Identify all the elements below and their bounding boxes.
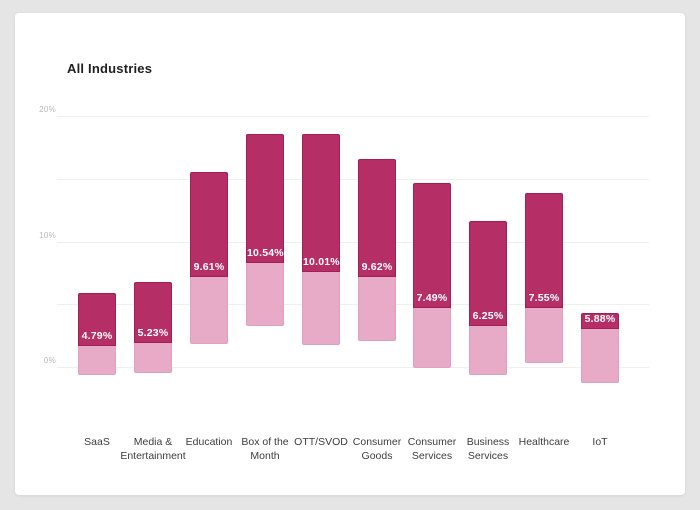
x-axis-label-box-of-the-month: Box of the Month (241, 436, 289, 462)
gridline-15 (57, 178, 649, 180)
x-axis-label-ott-svod: OTT/SVOD (294, 436, 348, 448)
bar-education-lower-segment[interactable] (190, 276, 228, 345)
bar-consumer-goods-value-label: 9.62% (361, 260, 393, 273)
bar-iot-value-label: 5.88% (584, 313, 616, 326)
bar-consumer-services-lower-segment[interactable] (413, 308, 451, 369)
bar-healthcare-value-label: 7.55% (528, 292, 560, 304)
gridline-5 (57, 304, 649, 306)
chart-card: All Industries (15, 13, 685, 495)
bar-box-of-the-month-value-label: 10.54% (247, 246, 284, 259)
x-axis-label-consumer-services: Consumer Services (407, 436, 457, 462)
bar-iot-lower-segment[interactable] (581, 329, 619, 384)
bar-box-of-the-month-lower-segment[interactable] (246, 262, 284, 326)
bar-business-services-lower-segment[interactable] (469, 325, 507, 375)
bar-consumer-goods-upper-segment[interactable]: 9.62% (358, 158, 396, 277)
bar-business-services-upper-segment[interactable]: 6.25% (469, 221, 507, 326)
gridline-0 (57, 367, 649, 368)
bar-healthcare-lower-segment[interactable] (525, 308, 563, 364)
bar-consumer-services-upper-segment[interactable]: 7.49% (413, 182, 451, 308)
x-axis-label-saas: SaaS (84, 436, 110, 448)
bar-media-entertainment-value-label: 5.23% (137, 327, 169, 340)
bar-ott-svod-upper-segment[interactable]: 10.01% (302, 133, 340, 272)
bar-consumer-services-value-label: 7.49% (416, 292, 448, 304)
bar-ott-svod-lower-segment[interactable] (302, 271, 340, 346)
bar-media-entertainment-upper-segment[interactable]: 5.23% (134, 281, 172, 344)
bar-box-of-the-month-upper-segment[interactable]: 10.54% (246, 133, 284, 263)
chart-title: All Industries (67, 61, 153, 76)
y-axis-tick-20: 20% (39, 105, 56, 114)
bar-business-services-value-label: 6.25% (472, 309, 504, 322)
bar-education-upper-segment[interactable]: 9.61% (190, 172, 228, 277)
bar-media-entertainment-lower-segment[interactable] (134, 343, 172, 374)
x-axis-label-iot: IoT (592, 436, 608, 448)
y-axis-tick-10: 10% (39, 230, 56, 240)
x-axis-label-media-entertainment: Media & Entertainment (120, 436, 186, 462)
y-axis-tick-0: 0% (43, 356, 56, 365)
bar-education-value-label: 9.61% (193, 260, 225, 273)
gridline-10 (57, 241, 649, 243)
bar-iot-upper-segment[interactable]: 5.88% (581, 313, 619, 330)
x-axis-label-consumer-goods: Consumer Goods (352, 436, 402, 462)
bar-saas-lower-segment[interactable] (78, 345, 116, 375)
x-axis-label-healthcare: Healthcare (518, 436, 570, 448)
bar-ott-svod-value-label: 10.01% (303, 255, 340, 268)
bar-consumer-goods-lower-segment[interactable] (358, 276, 396, 341)
x-axis-label-education: Education (185, 436, 233, 448)
gridline-20 (57, 116, 649, 117)
bar-saas-upper-segment[interactable]: 4.79% (78, 292, 116, 346)
bar-healthcare-upper-segment[interactable]: 7.55% (525, 192, 563, 308)
bar-saas-value-label: 4.79% (81, 329, 113, 342)
x-axis-label-business-services: Business Services (466, 436, 510, 462)
